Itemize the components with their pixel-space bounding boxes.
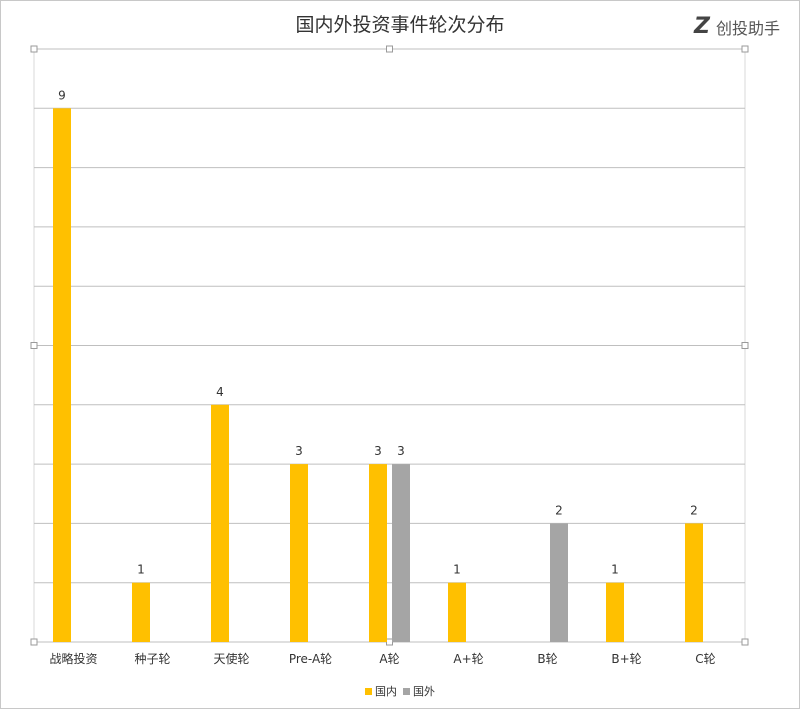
selection-handle (30, 638, 38, 646)
bar-domestic (132, 582, 150, 642)
selection-handle (386, 45, 393, 53)
bar-domestic (448, 582, 466, 642)
selection-handle (30, 45, 38, 53)
legend-item-domestic: 国内 (365, 683, 397, 699)
chart-title: 国内外投资事件轮次分布 (295, 14, 505, 36)
bar-domestic (369, 464, 387, 642)
selection-handle (741, 45, 749, 53)
data-label: 9 (58, 88, 66, 102)
data-label: 3 (397, 444, 405, 458)
data-label: 1 (453, 563, 461, 577)
x-tick-label: 种子轮 (134, 652, 170, 666)
selection-handle (741, 638, 749, 646)
legend-label-domestic: 国内 (375, 685, 397, 698)
x-tick-label: A+轮 (453, 652, 483, 666)
bar-foreign (392, 464, 410, 642)
x-tick-label: Pre-A轮 (289, 652, 332, 666)
brand-logo-icon: Z (694, 14, 710, 39)
legend-swatch-domestic (365, 687, 372, 695)
data-label: 2 (690, 503, 698, 517)
x-tick-label: B轮 (537, 652, 557, 666)
data-label: 1 (611, 563, 619, 577)
data-label: 2 (555, 503, 563, 517)
brand-watermark: Z 创投助手 (694, 14, 780, 39)
bar-domestic (211, 404, 229, 642)
brand-name: 创投助手 (715, 18, 780, 38)
bar-domestic (290, 464, 308, 642)
data-label: 4 (216, 385, 224, 399)
x-tick-label: 战略投资 (49, 651, 97, 666)
selection-handle (386, 638, 393, 646)
x-tick-label: C轮 (695, 652, 715, 666)
bar-domestic (606, 582, 624, 642)
selection-handle (741, 342, 749, 349)
bar-domestic (53, 108, 71, 643)
selection-handle (30, 342, 38, 349)
x-tick-label: B+轮 (611, 652, 641, 666)
legend-item-foreign: 国外 (403, 683, 435, 699)
x-tick-label: 天使轮 (213, 651, 249, 666)
x-tick-label: A轮 (379, 652, 399, 666)
chart-legend: 国内 国外 (0, 683, 800, 699)
bar-foreign (550, 523, 568, 642)
bar-domestic (685, 523, 703, 642)
data-label: 3 (295, 444, 303, 458)
data-label: 3 (374, 444, 382, 458)
legend-label-foreign: 国外 (413, 685, 435, 698)
legend-swatch-foreign (403, 687, 410, 695)
data-label: 1 (137, 563, 145, 577)
